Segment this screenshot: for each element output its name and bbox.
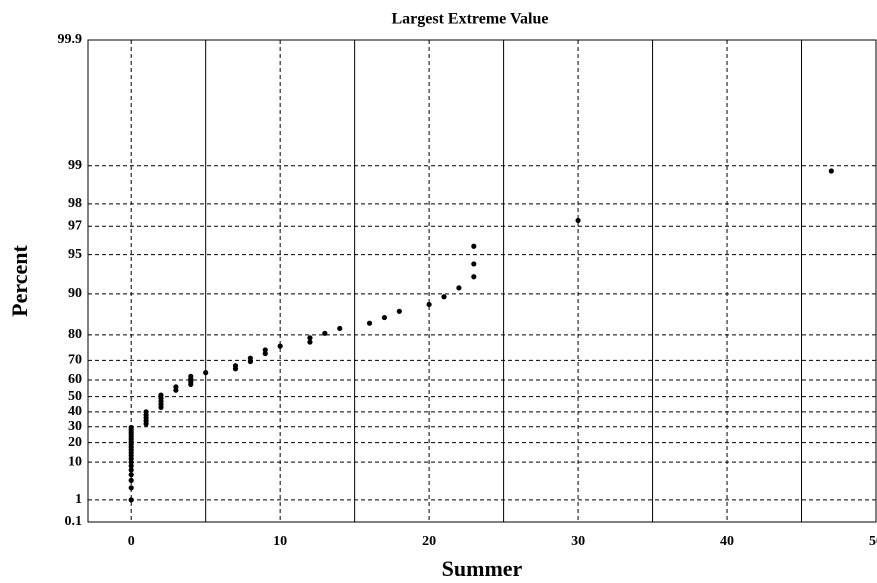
- y-tick-label: 70: [68, 353, 82, 368]
- point: [262, 350, 268, 357]
- y-tick-label: 80: [68, 327, 82, 342]
- point: [128, 467, 134, 473]
- y-tick-label: 0.1: [65, 514, 83, 529]
- y-tick-label: 50: [68, 389, 82, 404]
- point: [322, 330, 328, 336]
- y-tick-label: 97: [68, 218, 82, 233]
- point: [203, 370, 209, 376]
- point: [232, 363, 239, 369]
- point: [307, 335, 313, 341]
- y-tick-label: 10: [68, 454, 82, 469]
- y-tick-label: 30: [68, 419, 82, 434]
- x-tick-label: 30: [571, 534, 585, 549]
- point: [128, 497, 134, 503]
- point: [456, 285, 462, 291]
- y-tick-label: 40: [68, 404, 82, 419]
- point: [277, 343, 283, 349]
- point: [128, 463, 134, 469]
- chart-title: Largest Extreme Value: [391, 11, 548, 28]
- point: [471, 261, 477, 267]
- point: [337, 325, 343, 332]
- point: [128, 424, 134, 431]
- point: [158, 392, 164, 398]
- point: [173, 384, 179, 390]
- point: [426, 301, 432, 308]
- x-tick-label: 10: [273, 534, 287, 549]
- point: [128, 472, 134, 478]
- x-axis-label: Summer: [442, 556, 523, 581]
- point: [247, 355, 253, 361]
- point: [143, 409, 149, 415]
- point: [575, 217, 581, 224]
- y-tick-label: 20: [68, 435, 82, 450]
- x-tick-label: 40: [720, 534, 734, 549]
- y-tick-label: 90: [68, 286, 82, 301]
- point: [366, 320, 373, 326]
- x-tick-label: 0: [128, 534, 135, 549]
- point: [828, 168, 834, 174]
- point: [262, 347, 268, 353]
- point: [441, 294, 447, 300]
- y-axis-label: Percent: [7, 245, 32, 317]
- y-tick-label: 98: [68, 196, 82, 211]
- point: [396, 308, 402, 314]
- point: [381, 314, 388, 321]
- point: [471, 243, 477, 249]
- x-tick-label: 50: [869, 534, 877, 549]
- point: [307, 339, 313, 345]
- plot-frame: [87, 39, 877, 523]
- point: [128, 485, 134, 491]
- point: [188, 373, 194, 379]
- y-tick-label: 1: [75, 492, 82, 507]
- point: [128, 477, 134, 483]
- y-tick-label: 99: [68, 158, 82, 173]
- y-tick-label: 60: [68, 372, 82, 387]
- y-tick-label: 99.9: [58, 32, 83, 47]
- x-tick-label: 20: [422, 534, 436, 549]
- y-tick-label: 95: [68, 247, 82, 262]
- point: [471, 274, 477, 280]
